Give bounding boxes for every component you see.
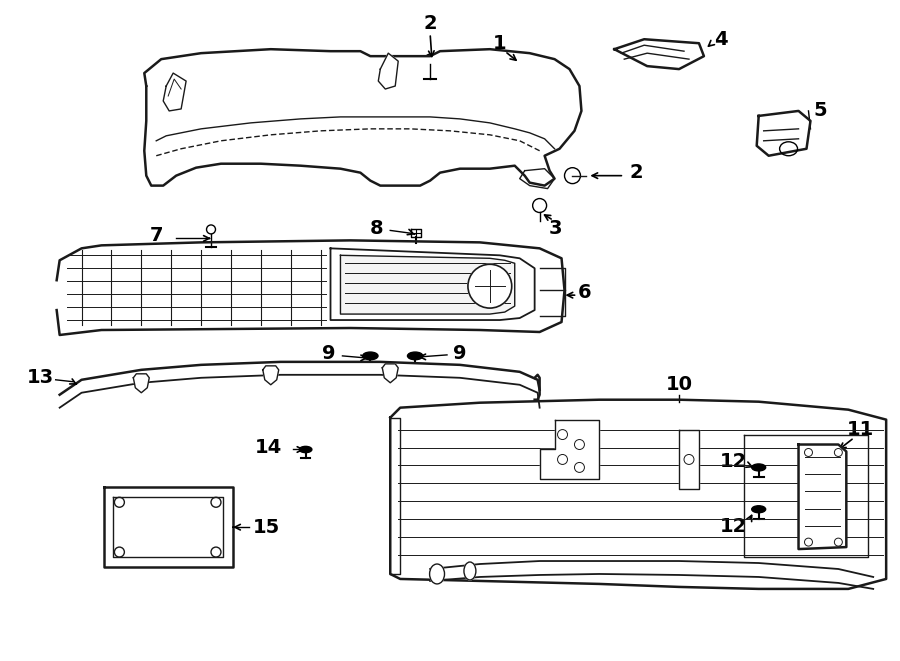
Text: 10: 10 bbox=[665, 375, 692, 394]
Ellipse shape bbox=[300, 446, 312, 453]
Text: 2: 2 bbox=[629, 163, 643, 182]
Text: 9: 9 bbox=[322, 344, 336, 364]
Text: 8: 8 bbox=[370, 219, 383, 238]
Ellipse shape bbox=[464, 562, 476, 580]
Polygon shape bbox=[263, 366, 279, 385]
Polygon shape bbox=[340, 255, 515, 314]
Text: 5: 5 bbox=[814, 101, 827, 120]
Ellipse shape bbox=[752, 506, 766, 513]
Text: 11: 11 bbox=[847, 420, 874, 439]
Text: 9: 9 bbox=[454, 344, 467, 364]
Text: 12: 12 bbox=[719, 452, 747, 471]
Ellipse shape bbox=[752, 464, 766, 471]
Text: 1: 1 bbox=[493, 34, 507, 53]
Ellipse shape bbox=[408, 352, 423, 360]
Text: 2: 2 bbox=[423, 14, 436, 33]
Text: 13: 13 bbox=[26, 368, 54, 387]
Polygon shape bbox=[133, 374, 149, 393]
Text: 7: 7 bbox=[149, 226, 163, 245]
Polygon shape bbox=[378, 53, 398, 89]
Polygon shape bbox=[391, 400, 886, 589]
Text: 4: 4 bbox=[714, 30, 727, 49]
Polygon shape bbox=[382, 364, 398, 383]
Polygon shape bbox=[163, 73, 186, 111]
Polygon shape bbox=[540, 420, 599, 479]
Ellipse shape bbox=[429, 564, 445, 584]
Polygon shape bbox=[798, 444, 846, 549]
Polygon shape bbox=[59, 362, 540, 408]
Polygon shape bbox=[757, 111, 811, 156]
Circle shape bbox=[468, 264, 512, 308]
Polygon shape bbox=[104, 489, 233, 567]
Text: 12: 12 bbox=[719, 517, 747, 535]
Text: 15: 15 bbox=[253, 518, 280, 537]
Text: 6: 6 bbox=[578, 283, 591, 301]
Polygon shape bbox=[679, 430, 699, 489]
Text: 14: 14 bbox=[255, 438, 283, 457]
Ellipse shape bbox=[363, 352, 378, 360]
Polygon shape bbox=[144, 49, 581, 186]
Polygon shape bbox=[615, 39, 704, 69]
Text: 3: 3 bbox=[549, 219, 562, 238]
Polygon shape bbox=[57, 241, 564, 335]
Polygon shape bbox=[330, 249, 535, 320]
